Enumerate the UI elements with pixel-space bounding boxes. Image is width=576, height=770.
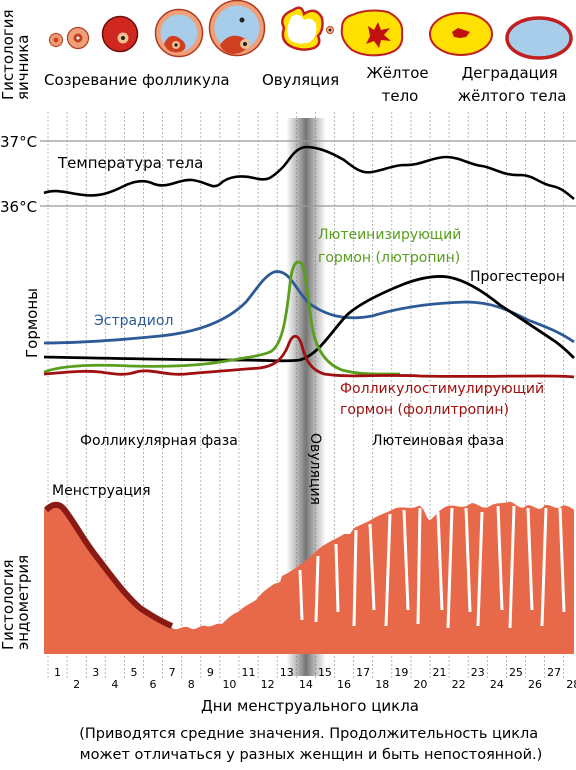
follicle-maturation-label: Созревание фолликула — [44, 71, 230, 89]
degraded-corpus-luteum-icon — [505, 16, 573, 60]
temperature-curve — [43, 145, 575, 200]
day-tick-label: 16 — [337, 678, 351, 691]
ovulation-stage-label: Овуляция — [262, 71, 339, 89]
day-tick-label: 1 — [54, 666, 61, 679]
endometrium-tissue — [44, 501, 574, 654]
day-tick-label: 8 — [188, 678, 195, 691]
lh-curve — [43, 260, 401, 376]
hormones-label: Гормоны — [23, 288, 41, 358]
menstruation-label: Менструация — [52, 483, 151, 499]
follicle-stage-1-icon — [48, 32, 64, 48]
lh-label: Лютеинизирующий гормон (лютропин) — [318, 227, 466, 266]
endometrium-illustration — [43, 501, 574, 654]
temp-37-tick: 37°C — [0, 133, 37, 151]
day-tick-label: 7 — [169, 666, 176, 679]
corpus-luteum-degradation-label: Деградация жёлтого тела — [458, 64, 567, 105]
ovary-icons — [48, 0, 573, 60]
day-tick-label: 3 — [92, 666, 99, 679]
endometrium-histology-label: Гистология эндометрия — [0, 555, 32, 650]
day-tick-label: 17 — [356, 666, 370, 679]
day-tick-label: 23 — [471, 666, 485, 679]
day-tick-label: 19 — [394, 666, 408, 679]
day-tick-label: 12 — [261, 678, 275, 691]
follicle-stage-4-icon — [154, 8, 204, 58]
day-tick-label: 4 — [111, 678, 118, 691]
menstrual-shedding-edge — [43, 501, 174, 629]
temp-36-tick: 36°C — [0, 198, 37, 216]
day-tick-label: 6 — [150, 678, 157, 691]
follicle-stage-3-icon — [101, 15, 139, 53]
day-tick-label: 20 — [413, 678, 427, 691]
day-tick-label: 9 — [207, 666, 214, 679]
follicle-stage-2-icon — [66, 26, 90, 50]
follicle-stage-5-icon — [208, 0, 266, 57]
day-tick-label: 24 — [490, 678, 504, 691]
day-tick-label: 13 — [280, 666, 294, 679]
ovary-histology-label: Гистология яичника — [0, 5, 32, 100]
endometrial-gland-grooves — [298, 505, 566, 629]
corpus-luteum-1-icon — [340, 9, 404, 57]
day-tick-label: 22 — [452, 678, 466, 691]
estradiol-label: Эстрадиол — [94, 313, 173, 329]
day-tick-label: 28 — [566, 678, 576, 691]
day-tick-label: 11 — [242, 666, 256, 679]
day-tick-label: 14 — [299, 678, 313, 691]
ovulation-follicle-icon — [281, 6, 334, 51]
ovulation-phase-label: Овуляция — [307, 433, 323, 505]
day-axis-title: Дни менструального цикла — [201, 697, 419, 715]
day-axis-labels: 1234567891011121314151617181920212223242… — [54, 666, 576, 691]
day-tick-label: 5 — [130, 666, 137, 679]
progesterone-label: Прогестерон — [470, 269, 565, 285]
follicular-phase-label: Фолликулярная фаза — [80, 433, 238, 449]
day-tick-label: 26 — [528, 678, 542, 691]
fsh-label: Фолликулостимулирующий гормон (фоллитроп… — [340, 381, 549, 418]
temperature-label: Температура тела — [57, 154, 203, 172]
footnote: (Приводятся средние значения. Продолжите… — [79, 726, 543, 763]
day-tick-label: 21 — [433, 666, 447, 679]
day-tick-label: 18 — [375, 678, 389, 691]
corpus-luteum-2-icon — [429, 12, 493, 56]
day-tick-label: 27 — [547, 666, 561, 679]
corpus-luteum-label: Жёлтое тело — [367, 64, 434, 105]
day-tick-label: 10 — [222, 678, 236, 691]
day-tick-label: 2 — [73, 678, 80, 691]
fsh-curve — [43, 334, 575, 379]
day-tick-label: 15 — [318, 666, 332, 679]
day-tick-label: 25 — [509, 666, 523, 679]
luteal-phase-label: Лютеиновая фаза — [372, 433, 504, 449]
